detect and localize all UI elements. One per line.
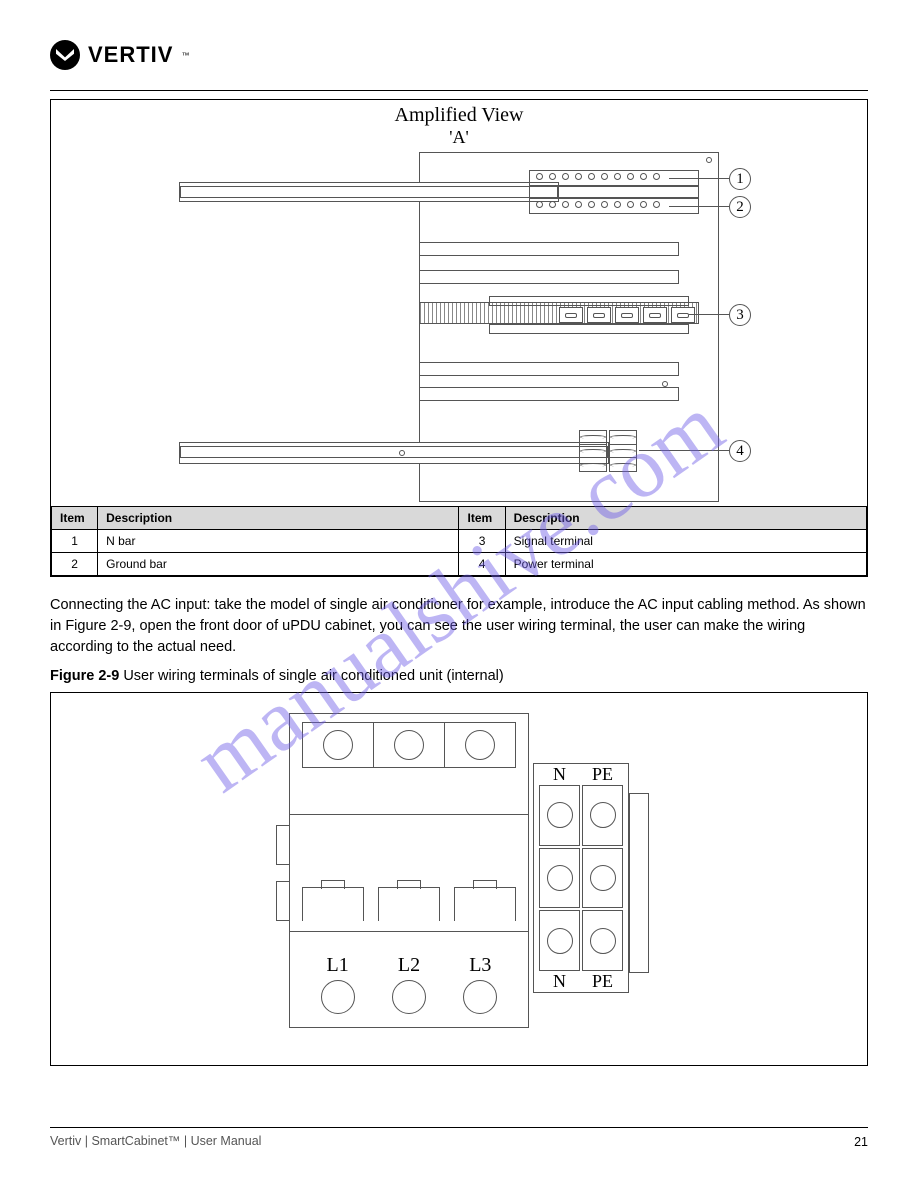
legend-header: Description — [98, 507, 459, 530]
phase-label: L2 — [398, 954, 420, 977]
callout-4: 4 — [729, 440, 751, 462]
legend-table: Item Description Item Description 1 N ba… — [51, 506, 867, 576]
figure-2-caption: Figure 2-9 User wiring terminals of sing… — [50, 668, 868, 684]
caption-label: Figure 2-9 — [50, 668, 119, 684]
intro-paragraph: Connecting the AC input: take the model … — [50, 595, 868, 658]
caption-text: User wiring terminals of single air cond… — [119, 668, 503, 684]
figure-2-container: L1 L2 L3 N PE N PE — [50, 692, 868, 1066]
callout-2: 2 — [729, 196, 751, 218]
mcb-diagram: L1 L2 L3 N PE N PE — [239, 713, 679, 1053]
callout-3: 3 — [729, 304, 751, 326]
logo-icon — [50, 40, 80, 70]
brand-logo: VERTIV ™ — [50, 40, 868, 70]
figure-1-subtitle: 'A' — [51, 127, 867, 148]
phase-label: L1 — [327, 954, 349, 977]
phase-label: L3 — [469, 954, 491, 977]
figure-1-title: Amplified View — [51, 100, 867, 127]
page-footer: Vertiv | SmartCabinet™ | User Manual 21 — [50, 1127, 868, 1148]
table-row: 1 N bar 3 Signal terminal — [52, 530, 867, 553]
side-label-pe: PE — [581, 971, 624, 992]
page-number: 21 — [854, 1135, 868, 1149]
figure-1-container: Amplified View 'A' 1 2 — [50, 99, 868, 577]
side-label-n: N — [538, 971, 581, 992]
legend-header: Item — [459, 507, 505, 530]
callout-1: 1 — [729, 168, 751, 190]
side-label-pe: PE — [581, 764, 624, 785]
legend-header: Item — [52, 507, 98, 530]
amplified-view-diagram: 1 2 3 4 — [179, 152, 739, 502]
side-label-n: N — [538, 764, 581, 785]
legend-header: Description — [505, 507, 866, 530]
footer-text: Vertiv | SmartCabinet™ | User Manual — [50, 1134, 868, 1148]
brand-name: VERTIV — [88, 42, 173, 68]
trademark-icon: ™ — [181, 51, 189, 60]
table-row: 2 Ground bar 4 Power terminal — [52, 553, 867, 576]
header-rule — [50, 90, 868, 91]
